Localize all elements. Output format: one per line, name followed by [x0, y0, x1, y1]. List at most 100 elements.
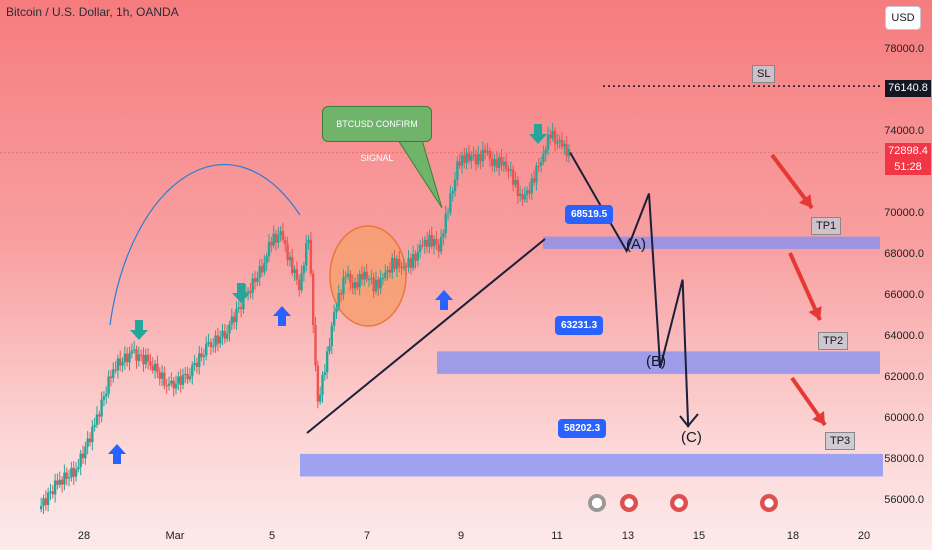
sl-label: SL [752, 65, 776, 83]
candle-body [481, 149, 485, 162]
support-zone [437, 351, 880, 374]
candle-body [116, 358, 120, 371]
candle-body [316, 365, 320, 402]
candle-body [423, 239, 426, 246]
candle-body [191, 365, 194, 377]
y-tick: 64000.0 [884, 330, 924, 342]
candle-body [270, 241, 273, 246]
trendline [306, 238, 546, 434]
candle-body [463, 155, 466, 163]
candle-body [174, 383, 178, 389]
candle-body [456, 161, 459, 180]
candle-body [353, 282, 357, 289]
candle-body [386, 269, 389, 273]
candle-body [321, 375, 324, 395]
candle-body [91, 426, 94, 443]
candle-body [100, 399, 103, 417]
candle-body [495, 159, 499, 168]
candle-body [95, 414, 99, 425]
candle-body [86, 438, 89, 447]
candle-body [177, 376, 180, 384]
candle-body [539, 162, 543, 167]
candle-body [465, 153, 468, 163]
x-tick: 20 [857, 530, 871, 542]
candle-body [379, 278, 382, 289]
candle-body [518, 193, 522, 196]
economic-event-icon[interactable] [620, 494, 638, 512]
candle-body [53, 480, 57, 495]
candle-body [272, 233, 275, 246]
candle-body [509, 169, 513, 171]
economic-event-icon[interactable] [670, 494, 688, 512]
candle-body [284, 239, 287, 245]
candle-body [500, 157, 503, 166]
economic-event-icon[interactable] [760, 494, 778, 512]
candle-body [493, 159, 496, 166]
wave-c-label: (C) [681, 429, 702, 446]
candle-body [286, 244, 289, 261]
candle-body [384, 272, 387, 279]
candle-body [56, 480, 59, 485]
candle-body [135, 349, 138, 361]
candle-body [439, 236, 443, 252]
y-tick: 60000.0 [884, 412, 924, 424]
candle-body [212, 346, 215, 348]
candle-body [302, 265, 306, 274]
candle-body [567, 149, 571, 157]
candle-body [388, 269, 392, 273]
candle-body [195, 362, 199, 367]
x-tick: 18 [786, 530, 800, 542]
candle-body [339, 293, 343, 295]
candle-body [256, 277, 259, 283]
candle-body [142, 354, 145, 365]
y-tick: 68000.0 [884, 248, 924, 260]
candle-body [109, 376, 113, 379]
level-label: 58202.3 [558, 419, 607, 438]
candle-body [425, 239, 429, 247]
candle-body [558, 140, 561, 142]
candle-body [60, 479, 64, 485]
candle-body [472, 154, 475, 156]
candle-body [65, 472, 68, 479]
x-tick: 15 [692, 530, 706, 542]
buy-arrow-icon [108, 444, 126, 464]
event-dividend-icon[interactable] [588, 494, 606, 512]
candle-body [277, 234, 280, 243]
candle-body [477, 154, 480, 165]
signal-callout: BTCUSD CONFIRM SIGNAL [322, 106, 432, 163]
candle-body [279, 231, 282, 235]
candle-body [409, 258, 413, 268]
candle-body [51, 491, 54, 495]
candle-body [330, 325, 333, 347]
candle-body [79, 453, 82, 468]
candle-body [474, 154, 478, 165]
candle-body [460, 155, 464, 166]
candle-body [179, 376, 182, 385]
candle-body [314, 324, 317, 366]
candle-body [81, 453, 85, 459]
candle-body [428, 234, 431, 247]
currency-selector[interactable]: USD [885, 6, 921, 30]
target-arrow-icon [799, 194, 812, 208]
candle-body [98, 414, 101, 417]
candle-body [200, 353, 203, 358]
candle-body [274, 233, 278, 243]
candle-body [132, 349, 136, 351]
candle-body [39, 505, 43, 510]
tp2-label: TP2 [818, 332, 849, 350]
candle-body [119, 358, 122, 366]
candle-body [167, 383, 171, 386]
candle-body [125, 353, 129, 363]
candle-body [318, 394, 322, 402]
candle-body [205, 343, 208, 356]
candle-body [158, 372, 161, 379]
candle-body [351, 282, 354, 289]
candle-body [137, 354, 141, 361]
candle-body [484, 149, 487, 153]
candle-body [49, 491, 52, 493]
target-arrow-shaft [788, 252, 822, 321]
buy-arrow-icon [435, 290, 453, 310]
candle-body [372, 277, 375, 292]
candle-body [188, 376, 192, 380]
